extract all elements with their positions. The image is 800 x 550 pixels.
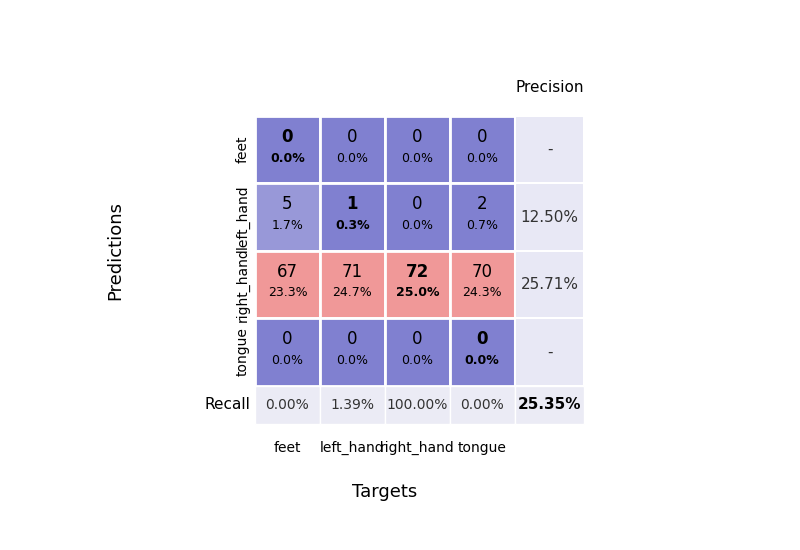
Text: 24.7%: 24.7% [333,287,372,299]
Text: -: - [546,142,552,157]
Text: 0.0%: 0.0% [402,152,434,164]
Text: 0.3%: 0.3% [335,219,370,232]
Text: 0.0%: 0.0% [336,152,368,164]
Text: 0.0%: 0.0% [466,152,498,164]
Text: 0: 0 [412,128,422,146]
Text: 0.7%: 0.7% [466,219,498,232]
Text: right_hand: right_hand [236,247,250,322]
Text: feet: feet [274,441,302,455]
Bar [385,318,450,386]
Text: 0: 0 [477,128,487,146]
Text: 1.7%: 1.7% [271,219,303,232]
Bar [385,386,450,424]
Bar [450,116,514,183]
Text: 71: 71 [342,263,363,281]
Bar [450,183,514,251]
Bar [450,318,514,386]
Text: 0: 0 [282,128,294,146]
Text: right_hand: right_hand [380,441,454,455]
Text: 0: 0 [412,330,422,348]
Text: 0: 0 [412,195,422,213]
Bar [255,183,320,251]
Bar [385,251,450,318]
Text: feet: feet [236,136,250,163]
Text: Recall: Recall [204,397,250,412]
Bar [514,386,584,424]
Bar [385,183,450,251]
Text: 0: 0 [282,330,293,348]
Text: 72: 72 [406,263,429,281]
Bar [255,116,320,183]
Text: 0.0%: 0.0% [336,354,368,367]
Text: 0.00%: 0.00% [460,398,504,412]
Text: 0: 0 [347,330,358,348]
Text: 70: 70 [472,263,493,281]
Text: 67: 67 [277,263,298,281]
Text: 0.00%: 0.00% [266,398,310,412]
Text: 0.0%: 0.0% [402,354,434,367]
Bar [255,251,320,318]
Text: -: - [546,344,552,359]
Text: 0.0%: 0.0% [402,219,434,232]
Text: 12.50%: 12.50% [521,210,578,224]
Text: 5: 5 [282,195,293,213]
Text: 25.0%: 25.0% [395,287,439,299]
Bar [514,116,584,183]
Bar [450,251,514,318]
Text: tongue: tongue [236,327,250,376]
Bar [320,318,385,386]
Text: 25.71%: 25.71% [521,277,578,292]
Bar [450,386,514,424]
Bar [514,251,584,318]
Text: tongue: tongue [458,441,506,455]
Text: Predictions: Predictions [106,201,125,300]
Bar [514,318,584,386]
Text: 0.0%: 0.0% [465,354,499,367]
Text: left_hand: left_hand [236,185,250,249]
Bar [320,183,385,251]
Text: 100.00%: 100.00% [386,398,448,412]
Text: 0: 0 [347,128,358,146]
Bar [255,386,320,424]
Text: 25.35%: 25.35% [518,397,582,412]
Text: 23.3%: 23.3% [268,287,307,299]
Text: 2: 2 [477,195,487,213]
Text: Targets: Targets [352,483,418,502]
Text: left_hand: left_hand [320,441,385,455]
Text: 1: 1 [346,195,358,213]
Text: 1.39%: 1.39% [330,398,374,412]
Text: 0.0%: 0.0% [271,354,303,367]
Bar [255,318,320,386]
Bar [320,251,385,318]
Text: Precision: Precision [515,80,584,95]
Bar [514,183,584,251]
Text: 24.3%: 24.3% [462,287,502,299]
Text: 0.0%: 0.0% [270,152,305,164]
Bar [385,116,450,183]
Bar [320,386,385,424]
Bar [320,116,385,183]
Text: 0: 0 [477,330,488,348]
